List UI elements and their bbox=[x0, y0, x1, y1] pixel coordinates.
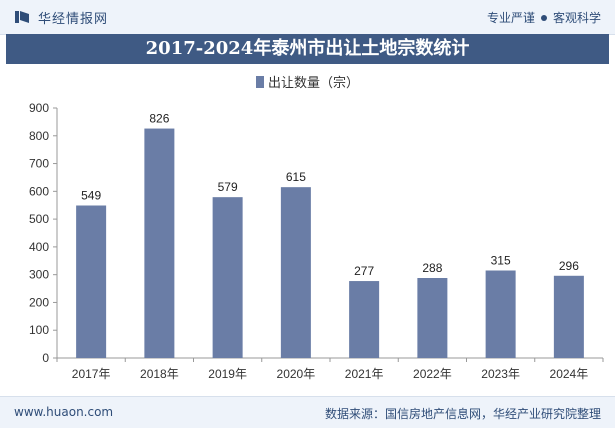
website-link[interactable]: www.huaon.com bbox=[14, 405, 114, 419]
bar bbox=[76, 205, 107, 358]
legend-label: 出让数量（宗） bbox=[267, 76, 359, 91]
bar bbox=[417, 278, 448, 358]
bar bbox=[349, 281, 380, 358]
y-tick-label: 100 bbox=[29, 323, 49, 337]
bar bbox=[553, 275, 584, 358]
x-tick-label: 2019年 bbox=[208, 367, 247, 381]
y-tick-label: 700 bbox=[29, 157, 49, 171]
footer-bar: www.huaon.com 数据来源：国信房地产信息网，华经产业研究院整理 bbox=[0, 396, 615, 428]
data-label: 615 bbox=[286, 170, 306, 184]
separator-dot-icon bbox=[540, 14, 547, 21]
x-tick-label: 2024年 bbox=[550, 367, 589, 381]
data-label: 315 bbox=[491, 254, 511, 268]
x-tick-label: 2022年 bbox=[413, 367, 452, 381]
tagline-right: 客观科学 bbox=[552, 11, 601, 25]
data-label: 549 bbox=[81, 189, 101, 203]
bar bbox=[485, 270, 516, 358]
title-bar: 2017-2024年泰州市出让土地宗数统计 bbox=[6, 34, 609, 64]
brand-logo-icon bbox=[15, 11, 29, 23]
brand[interactable]: 华经情报网 bbox=[14, 8, 109, 27]
y-tick-label: 500 bbox=[29, 212, 49, 226]
x-tick-label: 2017年 bbox=[72, 367, 111, 381]
bar bbox=[212, 197, 243, 358]
bar-chart: 0 100 200 300 400 500 600 700 800 900 549 2017年 826 2… bbox=[29, 101, 604, 381]
data-label: 288 bbox=[422, 261, 442, 275]
y-tick-label: 600 bbox=[29, 184, 49, 198]
data-label: 826 bbox=[149, 112, 169, 126]
tagline-left: 专业严谨 bbox=[486, 11, 535, 25]
tagline: 专业严谨 客观科学 bbox=[487, 9, 601, 26]
y-tick-label: 400 bbox=[29, 240, 49, 254]
chart-title: 2017-2024年泰州市出让土地宗数统计 bbox=[145, 38, 470, 59]
y-tick-label: 300 bbox=[29, 268, 49, 282]
legend-swatch bbox=[255, 76, 264, 88]
data-label: 579 bbox=[218, 180, 238, 194]
bar bbox=[144, 128, 175, 358]
y-tick-label: 800 bbox=[29, 129, 49, 143]
y-tick-label: 900 bbox=[29, 101, 49, 115]
y-tick-label: 200 bbox=[29, 295, 49, 309]
data-source: 数据来源：国信房地产信息网，华经产业研究院整理 bbox=[324, 407, 601, 421]
header-bar: 华经情报网 专业严谨 客观科学 bbox=[0, 0, 615, 35]
x-tick-label: 2021年 bbox=[345, 367, 384, 381]
bar bbox=[280, 187, 311, 358]
x-tick-label: 2018年 bbox=[140, 367, 179, 381]
x-tick-label: 2020年 bbox=[277, 367, 316, 381]
y-tick-label: 0 bbox=[42, 351, 49, 365]
chart-legend: 出让数量（宗） bbox=[0, 72, 615, 91]
data-label: 277 bbox=[354, 264, 374, 278]
x-tick-label: 2023年 bbox=[481, 367, 520, 381]
data-label: 296 bbox=[559, 259, 579, 273]
brand-name: 华经情报网 bbox=[38, 11, 109, 27]
